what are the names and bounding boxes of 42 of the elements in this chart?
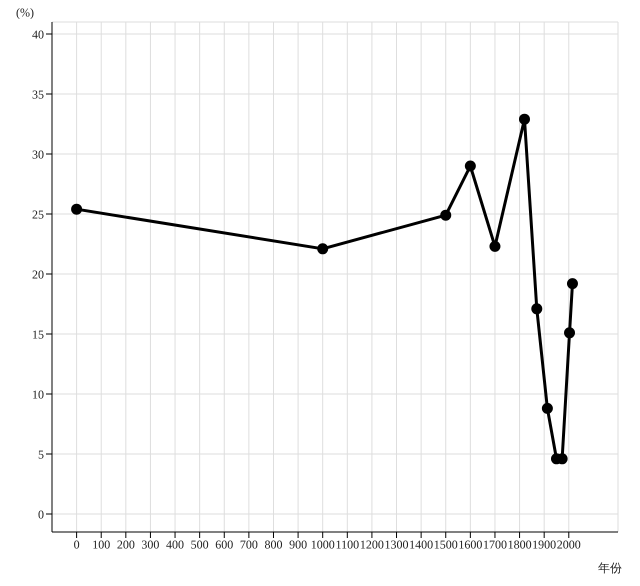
point: [489, 240, 500, 252]
y-tick-label: 35: [32, 87, 44, 102]
x-tick-label: 1800: [508, 538, 532, 552]
x-tick-label: 1200: [360, 538, 384, 552]
x-tick-label: 1900: [532, 538, 556, 552]
point: [71, 204, 82, 215]
y-tick-label: 30: [32, 147, 44, 162]
point: [564, 327, 576, 338]
x-tick-label: 100: [92, 538, 110, 552]
y-tick-label: 40: [32, 27, 44, 42]
x-axis-title: 年份: [598, 561, 622, 575]
x-tick-label: 2000: [556, 538, 581, 552]
x-tick-label: 1000: [310, 538, 335, 552]
y-axis-title: (%): [16, 6, 34, 20]
x-tick-label: 900: [289, 538, 308, 552]
y-tick-label: 15: [32, 327, 44, 342]
point: [531, 303, 542, 314]
x-tick-label: 500: [190, 538, 209, 552]
x-tick-label: 300: [141, 538, 160, 552]
x-tick-label: 1100: [336, 538, 360, 552]
point: [542, 402, 553, 414]
point: [440, 210, 452, 221]
x-tick-label: 1300: [384, 538, 409, 552]
x-tick-label: 0: [74, 538, 80, 552]
x-tick-label: 600: [215, 538, 234, 552]
y-tick-label: 20: [32, 267, 44, 282]
x-tick-label: 1500: [434, 538, 458, 552]
y-tick-label: 25: [32, 207, 44, 222]
x-tick-label: 400: [166, 538, 184, 552]
y-tick-label: 5: [38, 447, 44, 462]
point: [464, 160, 476, 172]
x-tick-label: 1400: [409, 538, 434, 552]
point: [566, 278, 578, 290]
y-tick-label: 0: [38, 507, 44, 522]
x-tick-label: 200: [116, 538, 135, 552]
point: [317, 243, 328, 254]
x-tick-label: 1700: [482, 538, 507, 552]
x-tick-label: 800: [264, 538, 282, 552]
y-tick-label: 10: [32, 387, 44, 402]
x-tick-label: 1600: [458, 538, 482, 552]
x-tick-label: 700: [240, 538, 258, 552]
point: [518, 114, 530, 125]
